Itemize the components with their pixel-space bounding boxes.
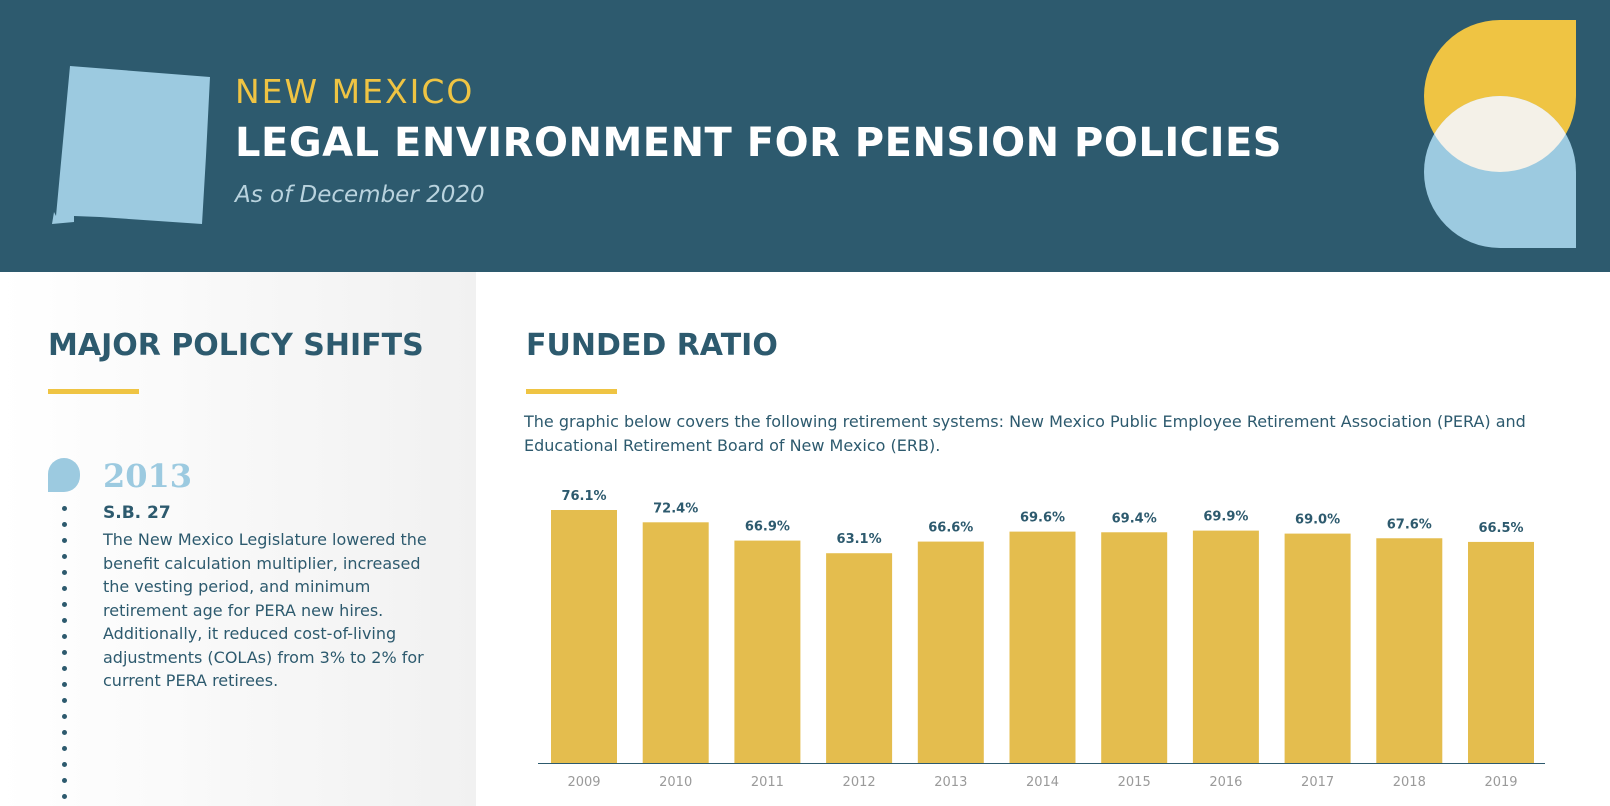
data-label-2010: 72.4% <box>653 501 698 516</box>
data-label-2012: 63.1% <box>837 532 882 547</box>
bar-2018 <box>1376 538 1443 763</box>
x-tick-2010: 2010 <box>659 775 692 790</box>
data-label-2013: 66.6% <box>928 521 973 536</box>
new-mexico-map-icon <box>52 66 210 224</box>
data-label-2018: 67.6% <box>1387 517 1432 532</box>
x-tick-2012: 2012 <box>843 775 876 790</box>
x-tick-2009: 2009 <box>567 775 600 790</box>
state-name: NEW MEXICO <box>235 72 475 111</box>
overlapping-leaf-logo-icon <box>1424 20 1576 248</box>
funded-ratio-description: The graphic below covers the following r… <box>524 412 1526 455</box>
header-banner: NEW MEXICO LEGAL ENVIRONMENT FOR PENSION… <box>0 0 1610 272</box>
heading-underline <box>48 389 139 394</box>
funded-ratio-chart: 76.1% 2009 72.4% 2010 66.9% 2011 63.1% 2012 66.6… <box>538 489 1545 790</box>
policy-shifts-heading: MAJOR POLICY SHIFTS <box>48 328 424 363</box>
bar-2017 <box>1284 533 1351 763</box>
timeline-dotted-line <box>62 506 68 806</box>
bar-2013 <box>917 541 984 763</box>
data-label-2009: 76.1% <box>561 489 606 504</box>
x-tick-2011: 2011 <box>751 775 784 790</box>
funded-ratio-heading: FUNDED RATIO <box>526 328 778 363</box>
page-subtitle: As of December 2020 <box>235 182 485 208</box>
heading-underline <box>526 389 617 394</box>
data-label-2017: 69.0% <box>1295 513 1340 528</box>
policy-shifts-panel: MAJOR POLICY SHIFTS 2013 S.B. 27 The New… <box>0 272 476 806</box>
bar-2015 <box>1101 532 1168 763</box>
x-tick-2017: 2017 <box>1301 775 1334 790</box>
x-tick-2013: 2013 <box>934 775 967 790</box>
data-label-2014: 69.6% <box>1020 511 1065 526</box>
data-label-2016: 69.9% <box>1203 510 1248 525</box>
x-tick-2014: 2014 <box>1026 775 1059 790</box>
timeline-description: The New Mexico Legislature lowered the b… <box>103 530 427 690</box>
timeline-year: 2013 <box>103 457 193 495</box>
bar-2010 <box>642 522 709 763</box>
drop-marker-icon <box>48 458 80 492</box>
x-tick-2016: 2016 <box>1209 775 1242 790</box>
x-tick-2015: 2015 <box>1118 775 1151 790</box>
x-tick-2018: 2018 <box>1393 775 1426 790</box>
bar-2011 <box>734 540 801 763</box>
bar-2009 <box>551 510 617 763</box>
data-label-2015: 69.4% <box>1112 511 1157 526</box>
timeline-bill: S.B. 27 <box>103 503 171 523</box>
bar-2016 <box>1192 530 1259 763</box>
chart-marks: 76.1% 2009 72.4% 2010 66.9% 2011 63.1% 2012 66.6… <box>538 489 1545 790</box>
page-title: LEGAL ENVIRONMENT FOR PENSION POLICIES <box>235 120 1283 166</box>
data-label-2019: 66.5% <box>1478 521 1523 536</box>
bar-2012 <box>826 553 893 763</box>
header-text: NEW MEXICO LEGAL ENVIRONMENT FOR PENSION… <box>235 72 1282 210</box>
data-label-2011: 66.9% <box>745 520 790 535</box>
bar-2014 <box>1009 531 1076 763</box>
bar-2019 <box>1468 541 1534 763</box>
x-tick-2019: 2019 <box>1484 775 1517 790</box>
